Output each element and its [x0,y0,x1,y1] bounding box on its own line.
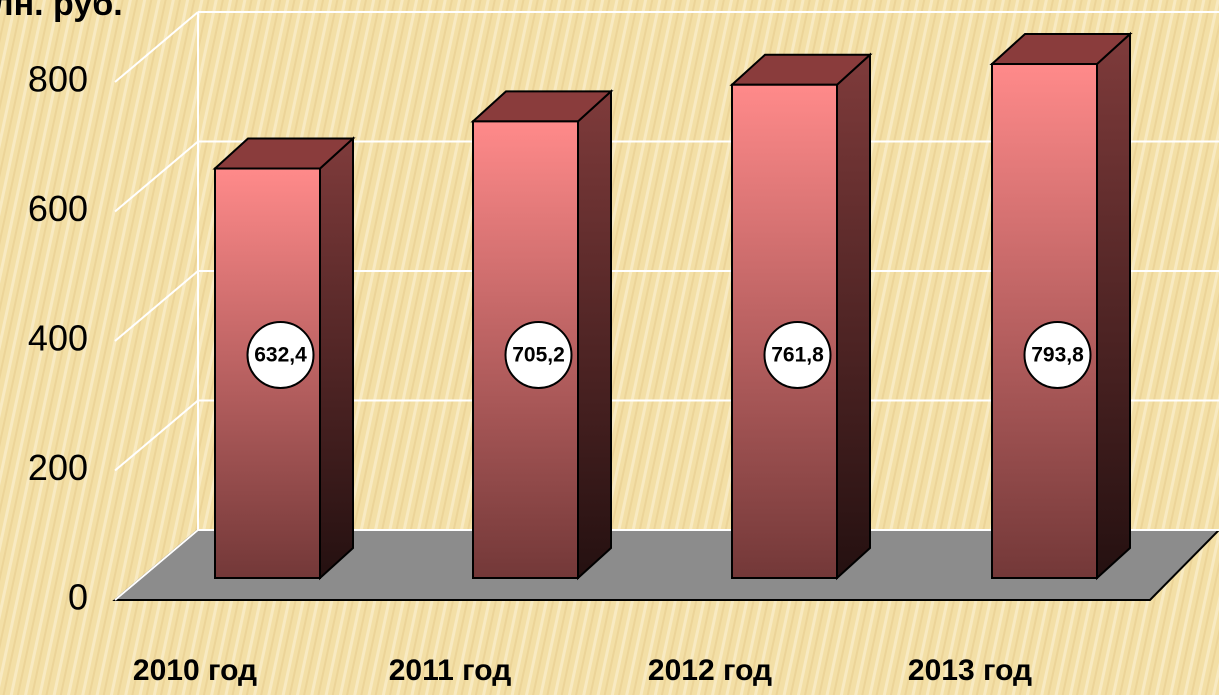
y-tick-label: 600 [28,188,88,229]
x-tick-label: 2010 год [133,654,257,687]
grid-line [114,399,199,472]
y-tick-label: 200 [28,447,88,488]
y-tick-label: 0 [68,577,88,618]
chart-title: лн. руб. [0,0,123,23]
x-tick-label: 2012 год [648,654,772,687]
value-label-bubble [246,321,315,389]
value-label: 761,8 [771,344,824,367]
bar [989,31,1133,581]
value-label: 705,2 [512,344,565,367]
grid-line [114,140,199,213]
y-tick-label: 800 [28,59,88,100]
value-label-bubble [1023,321,1092,389]
bar [729,52,873,581]
grid-line [114,270,199,342]
value-label: 793,8 [1031,344,1084,367]
x-tick-label: 2013 год [908,654,1032,687]
value-label-bubble [504,321,573,389]
x-tick-label: 2011 год [389,654,512,687]
y-tick-label: 400 [28,318,88,359]
value-label: 632,4 [254,344,307,367]
value-label-bubble [763,321,832,389]
grid-line [114,529,199,601]
grid-line [114,11,199,83]
